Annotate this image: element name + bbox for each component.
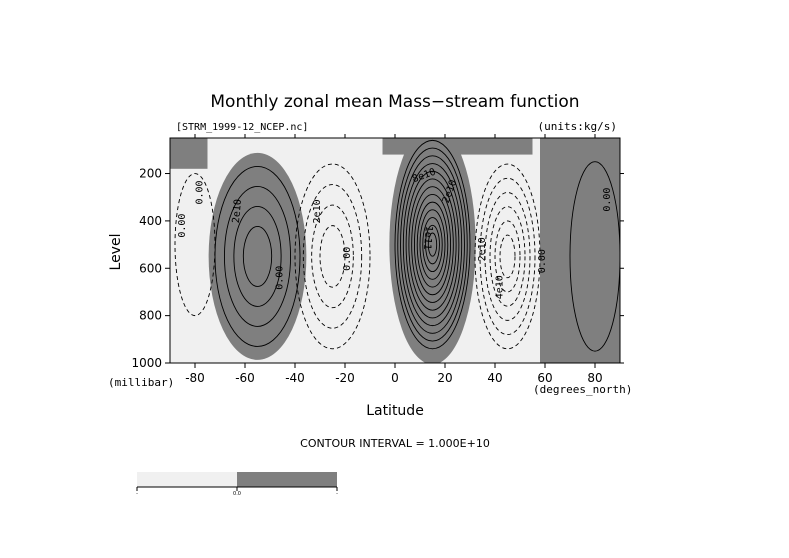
contour-line-2-1 <box>294 163 371 350</box>
colorbar-tick-label: - <box>336 491 338 497</box>
contour-line-3-6 <box>408 178 457 311</box>
x-tick-label: 60 <box>537 371 552 385</box>
positive-band-top <box>382 138 533 155</box>
x-axis-label: Latitude <box>366 403 424 419</box>
contour-line-1-1 <box>214 165 301 347</box>
contour-label-10: 4e10 <box>495 275 506 299</box>
contour-line-3-2 <box>397 147 468 342</box>
contour-label-1: 0.00 <box>195 180 206 204</box>
y-axis-unit-label: (millibar) <box>108 376 174 389</box>
chart-title: Monthly zonal mean Mass−stream function <box>210 92 579 112</box>
contour-line-3-12 <box>425 224 440 265</box>
colorbar-positive <box>237 472 337 487</box>
contour-line-2-4 <box>319 225 346 288</box>
colorbar-negative <box>137 472 237 487</box>
contour-line-4-1 <box>474 163 541 350</box>
x-axis-unit-label: (degrees_north) <box>533 383 632 396</box>
contour-label-8: 1e11 <box>421 225 434 250</box>
x-tick-label: 0 <box>391 371 399 385</box>
x-tick-label: 80 <box>587 371 602 385</box>
file-label: [STRM_1999-12_NCEP.nc] <box>176 122 308 133</box>
colorbar-tick-label: 0.0 <box>233 491 241 497</box>
x-tick-label: -20 <box>335 371 355 385</box>
contour-line-3-13 <box>427 232 438 257</box>
colorbar: - 0.0 - <box>136 472 338 497</box>
contour-label-4: 0.00 <box>342 247 353 271</box>
contour-line-3-1 <box>394 139 471 350</box>
colorbar-tick-label: - <box>136 491 138 497</box>
contour-line-4-4 <box>489 206 526 307</box>
contour-label-11: 0.00 <box>537 249 548 273</box>
contour-line-3-8 <box>413 193 452 296</box>
y-axis-label: Level <box>108 234 124 271</box>
y-tick-label: 800 <box>139 309 162 323</box>
positive-band-north <box>540 138 620 363</box>
x-tick-label: 20 <box>437 371 452 385</box>
contour-line-1-2 <box>223 185 292 327</box>
x-axis-ticks: -80 -60 -40 -20 0 20 40 60 80 <box>185 134 603 385</box>
contour-line-5-1 <box>569 161 620 352</box>
x-tick-label: 40 <box>487 371 502 385</box>
y-tick-label: 600 <box>139 261 162 275</box>
units-label: (units:kg/s) <box>538 120 617 133</box>
positive-region-1 <box>208 152 307 360</box>
contour-line-3-7 <box>411 186 454 303</box>
contour-line-1-4 <box>242 225 273 287</box>
contour-label-5: 0.00 <box>275 266 286 290</box>
contour-label-12: 0.00 <box>602 188 613 212</box>
contour-line-3-4 <box>402 163 463 327</box>
contour-line-2-3 <box>311 204 354 309</box>
contour-line-3-11 <box>422 217 443 273</box>
contour-line-3-10 <box>419 209 446 280</box>
contour-interval-label: CONTOUR INTERVAL = 1.000E+10 <box>300 437 490 450</box>
x-tick-label: -40 <box>285 371 305 385</box>
contour-label-0: 0.00 <box>177 214 188 238</box>
contour-line-4-2 <box>479 177 536 336</box>
positive-region-3 <box>389 138 476 363</box>
contour-line-2-2 <box>302 184 363 329</box>
y-tick-label: 400 <box>139 214 162 228</box>
contour-label-9: 2e10 <box>477 237 488 261</box>
contour-label-2: 2e10 <box>231 199 244 224</box>
x-tick-label: -80 <box>185 371 205 385</box>
contour-line-4-5 <box>494 220 521 293</box>
contour-line-1-3 <box>233 205 282 307</box>
contour-line-3-5 <box>405 170 460 319</box>
positive-band-south-top <box>170 138 208 169</box>
contour-line-4-6 <box>499 234 516 279</box>
y-axis-ticks: 200 400 600 800 1000 <box>131 167 624 370</box>
x-tick-label: -60 <box>235 371 255 385</box>
y-tick-label: 1000 <box>131 356 162 370</box>
contour-line-4-3 <box>484 192 531 321</box>
contour-line-3-9 <box>416 201 449 288</box>
y-tick-label: 200 <box>139 167 162 181</box>
contour-label-3: 2e10 <box>312 199 323 223</box>
contour-line-3-3 <box>400 155 465 334</box>
